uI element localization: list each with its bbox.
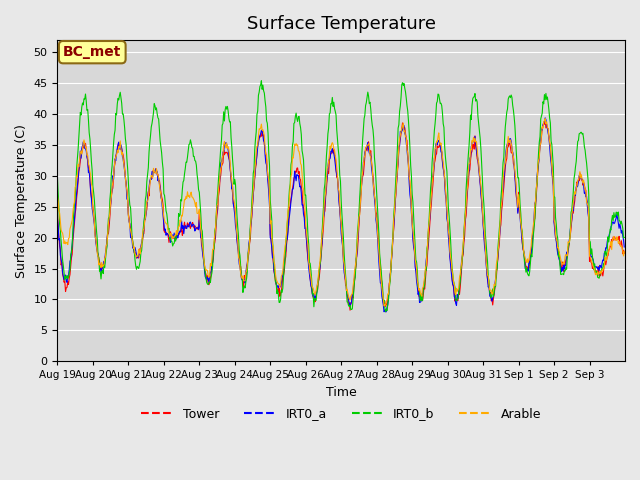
X-axis label: Time: Time bbox=[326, 386, 356, 399]
Y-axis label: Surface Temperature (C): Surface Temperature (C) bbox=[15, 124, 28, 277]
Legend: Tower, IRT0_a, IRT0_b, Arable: Tower, IRT0_a, IRT0_b, Arable bbox=[136, 403, 546, 425]
Title: Surface Temperature: Surface Temperature bbox=[246, 15, 436, 33]
Text: BC_met: BC_met bbox=[63, 45, 122, 59]
